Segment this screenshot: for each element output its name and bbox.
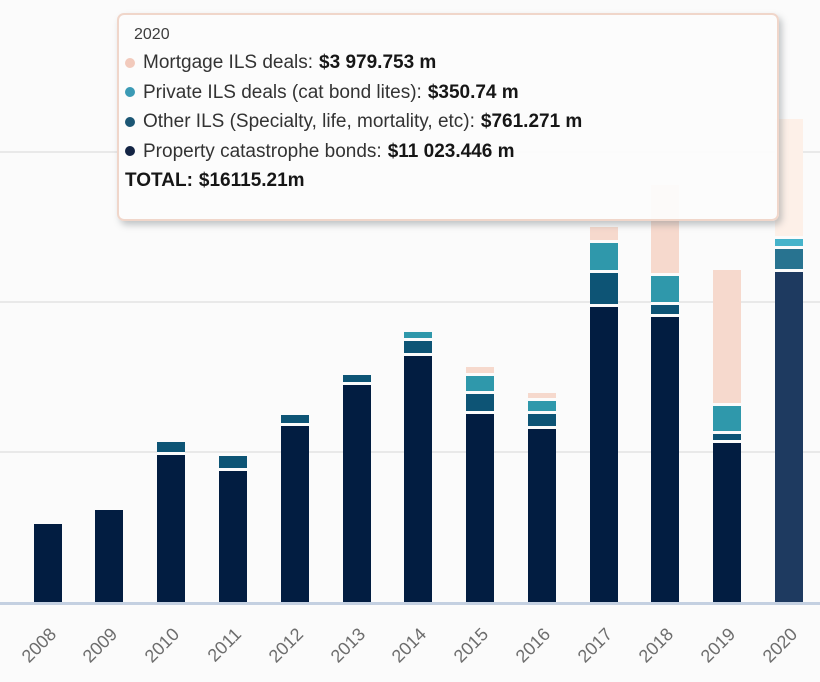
legend-dot-property-icon <box>125 146 135 157</box>
segment-property-2017[interactable] <box>589 306 618 603</box>
segment-property-2015[interactable] <box>466 414 495 603</box>
segment-property-2008[interactable] <box>33 524 62 603</box>
tooltip-item-value: $350.74 m <box>427 81 519 103</box>
segment-property-2012[interactable] <box>280 426 309 603</box>
tooltip-item-value: $11 023.446 m <box>387 140 515 162</box>
segment-mortgage-2015[interactable] <box>466 367 495 377</box>
segment-other-2014[interactable] <box>404 341 433 356</box>
segment-property-2016[interactable] <box>527 429 556 603</box>
bar-2020[interactable] <box>775 119 803 603</box>
segment-private-2017[interactable] <box>589 242 618 273</box>
x-axis-line <box>0 602 820 605</box>
tooltip-item-value: $761.271 m <box>480 111 583 132</box>
segment-other-2015[interactable] <box>466 394 495 415</box>
segment-private-2019[interactable] <box>713 406 742 435</box>
tooltip-item-private: Private ILS deals (cat bond lites): $350… <box>125 78 767 108</box>
tooltip-item-label: Other ILS (Specialty, life, mortality, e… <box>143 111 475 132</box>
x-axis-label-2012: 2012 <box>264 624 307 667</box>
segment-property-2010[interactable] <box>157 454 186 603</box>
segment-other-2013[interactable] <box>342 374 371 385</box>
bar-2012[interactable] <box>280 415 309 603</box>
segment-other-2011[interactable] <box>218 455 247 471</box>
segment-private-2018[interactable] <box>651 275 680 305</box>
x-axis-label-2014: 2014 <box>387 624 431 667</box>
segment-other-2012[interactable] <box>280 415 309 427</box>
segment-private-2020[interactable] <box>775 238 803 250</box>
tooltip-total: TOTAL: $16115.21m <box>125 166 767 196</box>
x-axis-label-2016: 2016 <box>511 624 554 667</box>
bar-2015[interactable] <box>466 367 495 603</box>
tooltip-item-label: Property catastrophe bonds: <box>143 140 382 162</box>
tooltip-item-property: Property catastrophe bonds: $11 023.446 … <box>125 137 767 167</box>
x-axis-label-2019: 2019 <box>696 624 740 667</box>
x-axis-label-2013: 2013 <box>326 624 369 667</box>
tooltip-total-label: TOTAL: <box>125 170 193 191</box>
tooltip-total-value: $16115.21m <box>198 170 305 191</box>
bar-2011[interactable] <box>218 455 247 603</box>
segment-mortgage-2019[interactable] <box>713 269 742 407</box>
legend-dot-private-icon <box>125 87 135 98</box>
segment-mortgage-2020[interactable] <box>775 119 803 239</box>
segment-other-2016[interactable] <box>527 414 556 430</box>
bar-2009[interactable] <box>95 509 124 603</box>
segment-private-2016[interactable] <box>527 400 556 415</box>
segment-property-2020[interactable] <box>775 271 803 603</box>
segment-other-2018[interactable] <box>651 304 680 318</box>
segment-other-2020[interactable] <box>775 249 803 272</box>
legend-dot-mortgage-icon <box>125 57 135 68</box>
x-axis-label-2017: 2017 <box>573 624 616 667</box>
x-axis-label-2008: 2008 <box>17 624 60 667</box>
bar-2016[interactable] <box>527 393 556 603</box>
tooltip-item-other: Other ILS (Specialty, life, mortality, e… <box>125 107 767 137</box>
bar-2014[interactable] <box>404 331 433 603</box>
gridline-10000 <box>0 301 820 304</box>
segment-mortgage-2017[interactable] <box>589 227 618 243</box>
segment-other-2019[interactable] <box>713 434 742 444</box>
segment-property-2009[interactable] <box>95 509 124 603</box>
bar-2013[interactable] <box>342 374 371 603</box>
bar-2018[interactable] <box>651 184 680 603</box>
segment-mortgage-2016[interactable] <box>527 393 556 401</box>
x-axis-label-2011: 2011 <box>203 624 246 666</box>
x-axis-label-2018: 2018 <box>635 624 678 667</box>
tooltip-item-value: $3 979.753 m <box>319 52 437 73</box>
x-axis-label-2009: 2009 <box>79 624 122 667</box>
legend-dot-other-icon <box>125 116 135 127</box>
segment-other-2017[interactable] <box>589 272 618 307</box>
bar-2008[interactable] <box>33 524 62 603</box>
tooltip: 2020 Mortgage ILS deals: $3 979.753 m Pr… <box>117 13 779 221</box>
x-axis-label-2015: 2015 <box>449 624 493 667</box>
x-axis-label-2010: 2010 <box>140 624 184 667</box>
bar-2010[interactable] <box>157 442 186 603</box>
segment-property-2011[interactable] <box>218 470 247 603</box>
segment-property-2018[interactable] <box>651 317 680 603</box>
x-axis-label-2020: 2020 <box>758 624 802 667</box>
segment-private-2015[interactable] <box>466 376 495 395</box>
tooltip-year: 2020 <box>134 26 170 43</box>
bar-2017[interactable] <box>589 227 618 603</box>
segment-property-2014[interactable] <box>404 355 433 603</box>
segment-other-2010[interactable] <box>157 442 186 455</box>
tooltip-item-label: Private ILS deals (cat bond lites): <box>143 81 422 103</box>
tooltip-item-mortgage: Mortgage ILS deals: $3 979.753 m <box>125 48 767 78</box>
bar-2019[interactable] <box>713 269 742 603</box>
tooltip-item-label: Mortgage ILS deals: <box>143 52 314 73</box>
segment-property-2013[interactable] <box>342 384 371 603</box>
segment-property-2019[interactable] <box>713 443 742 603</box>
segment-private-2014[interactable] <box>404 331 433 342</box>
